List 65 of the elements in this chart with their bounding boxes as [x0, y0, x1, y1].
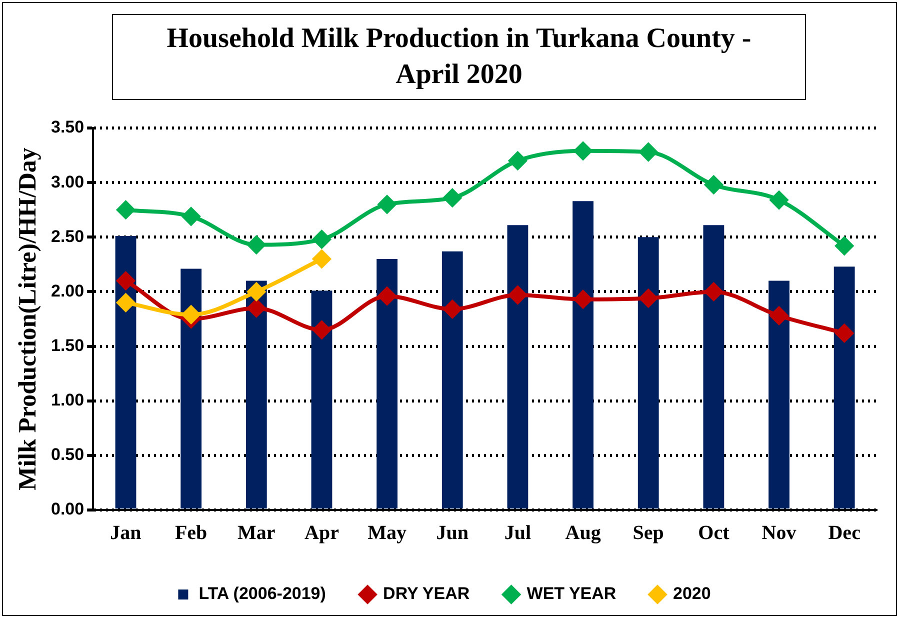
- y-tick-label: 1.50: [50, 336, 84, 355]
- y-tick-label: 0.00: [50, 500, 84, 519]
- bar: [638, 237, 659, 508]
- point: [639, 143, 658, 162]
- y-tick-label: 2.00: [50, 281, 84, 300]
- legend-label: DRY YEAR: [383, 584, 470, 604]
- point: [574, 290, 592, 308]
- y-tick-label: 1.00: [50, 390, 84, 410]
- bar: [246, 280, 267, 508]
- point: [443, 300, 462, 318]
- point: [116, 200, 135, 219]
- point: [182, 306, 200, 324]
- bar: [834, 266, 855, 508]
- point: [443, 188, 462, 207]
- y-tick-label: 0.50: [50, 445, 84, 464]
- point: [835, 236, 854, 255]
- x-tick-label: Aug: [565, 522, 601, 544]
- bar: [442, 251, 463, 508]
- bar: [376, 258, 398, 508]
- bar: [703, 225, 724, 508]
- bar: [180, 268, 202, 508]
- point: [312, 250, 331, 268]
- point: [574, 142, 592, 160]
- point: [247, 236, 266, 254]
- point: [704, 176, 723, 194]
- point: [378, 195, 396, 214]
- point: [116, 272, 135, 290]
- y-tick-label: 2.50: [50, 226, 84, 246]
- x-tick-label: Mar: [238, 522, 276, 544]
- point: [770, 191, 788, 210]
- point: [835, 324, 854, 342]
- point: [639, 289, 658, 308]
- point: [247, 282, 266, 301]
- y-tick-label: 3.50: [50, 118, 84, 137]
- bar: [768, 280, 790, 508]
- point: [116, 294, 135, 312]
- point: [247, 299, 266, 318]
- legend-label: 2020: [672, 584, 711, 604]
- y-axis-title: Milk Production(Litre)/HH/Day: [14, 147, 42, 490]
- x-tick-label: Jan: [110, 522, 142, 544]
- y-tick-label: 3.00: [50, 172, 84, 192]
- x-tick-label: Oct: [698, 522, 730, 544]
- legend-label: LTA (2006-2019): [198, 584, 326, 604]
- bar: [115, 236, 136, 508]
- x-tick-label: Sep: [632, 522, 664, 544]
- bar: [572, 201, 594, 508]
- legend-label: WET YEAR: [526, 584, 616, 604]
- point: [182, 207, 200, 226]
- point: [770, 306, 788, 325]
- point: [378, 287, 396, 306]
- x-tick-label: May: [368, 522, 406, 544]
- x-tick-label: Apr: [304, 522, 340, 544]
- point: [312, 320, 331, 339]
- bar: [507, 225, 528, 508]
- point: [312, 230, 331, 248]
- x-tick-label: Jun: [436, 522, 469, 544]
- x-tick-label: Dec: [828, 522, 861, 544]
- bar: [311, 290, 332, 508]
- x-tick-label: Feb: [174, 522, 208, 544]
- point: [508, 152, 527, 170]
- chart-title: Household Milk Production in Turkana County - April 2020: [112, 14, 806, 100]
- x-tick-label: Jul: [504, 522, 532, 544]
- point: [508, 286, 527, 304]
- x-tick-label: Nov: [762, 522, 796, 544]
- point: [704, 282, 723, 301]
